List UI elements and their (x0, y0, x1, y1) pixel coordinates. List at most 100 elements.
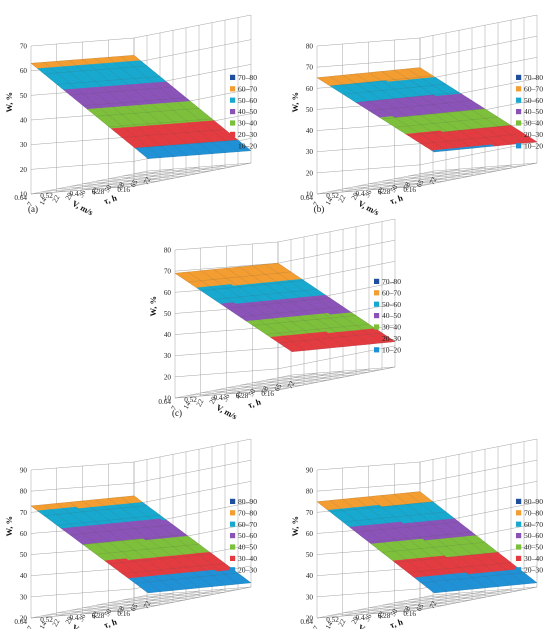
legend-label: 60–70 (524, 84, 543, 93)
v-tick-label: 0.64 (300, 194, 313, 202)
back-wall-grid-line (419, 162, 538, 187)
z-axis-label: W, % (4, 92, 14, 113)
floor-grid-line (82, 166, 200, 191)
legend-swatch (516, 86, 522, 92)
z-tick-label: 30 (20, 141, 28, 149)
legend-swatch (230, 97, 236, 103)
tau-tick-label: 65 (273, 382, 284, 392)
legend-label: 60–70 (238, 84, 257, 93)
tau-tick-label: 36 (363, 188, 374, 198)
legend-label: 10–20 (524, 141, 543, 150)
legend-label: 70–80 (238, 73, 257, 82)
legend-label: 40–50 (524, 107, 543, 116)
floor-grid-line (226, 370, 344, 395)
z-tick-label: 30 (164, 352, 172, 360)
z-tick-label: 70 (306, 64, 314, 72)
legend-label: 20–30 (382, 334, 401, 343)
z-tick-label: 60 (306, 85, 314, 93)
panel-label: (a) (28, 204, 38, 214)
v-tick-label: 0.64 (158, 398, 171, 406)
tau-tick-label: 72 (428, 176, 439, 186)
back-wall-grid-line (133, 162, 252, 187)
legend-label: 50–60 (524, 96, 543, 105)
legend-swatch (374, 313, 380, 319)
tau-tick-label: 72 (142, 176, 153, 186)
legend-swatch (374, 335, 380, 341)
tau-axis-label: τ, h (389, 193, 405, 207)
legend-label: 10–20 (382, 345, 401, 354)
z-tick-label: 40 (20, 117, 28, 125)
surface (30, 55, 252, 159)
back-wall-grid-line (133, 459, 252, 484)
surface (316, 67, 538, 153)
z-tick-label: 80 (306, 43, 314, 51)
z-tick-label: 50 (20, 92, 28, 100)
v-axis-label: V, m/s (215, 402, 240, 422)
floor-grid-line (200, 372, 318, 397)
z-tick-label: 60 (164, 289, 172, 297)
z-axis-label: W, % (148, 296, 158, 317)
tau-axis-label: τ, h (247, 397, 263, 411)
legend-label: 20–30 (238, 130, 257, 139)
z-tick-label: 40 (306, 127, 314, 135)
z-tick-label: 20 (306, 169, 314, 177)
legend-label: 40–50 (238, 107, 257, 116)
tau-tick-label: 65 (129, 178, 140, 188)
z-tick-label: 70 (164, 268, 172, 276)
tau-axis-label: τ, h (103, 193, 119, 207)
legend-swatch (230, 109, 236, 115)
legend-swatch (516, 120, 522, 126)
legend-swatch (230, 86, 236, 92)
z-tick-label: 30 (306, 148, 314, 156)
legend-swatch (230, 74, 236, 80)
legend-label: 70–80 (382, 277, 401, 286)
legend-swatch (516, 74, 522, 80)
tau-tick-label: 72 (286, 380, 297, 390)
back-wall-grid-line (277, 366, 396, 391)
tau-tick-label: 36 (221, 392, 232, 402)
floor-grid-line (56, 592, 174, 617)
legend-swatch (230, 143, 236, 149)
tau-tick-label: 50 (247, 387, 258, 397)
legend-swatch (374, 301, 380, 307)
legend-label: 50–60 (382, 300, 401, 309)
back-wall-grid-line (277, 239, 396, 264)
legend-swatch (516, 109, 522, 115)
z-tick-label: 70 (20, 43, 28, 51)
v-tick-label: 0.64 (14, 194, 27, 202)
tau-tick-label: 65 (415, 178, 426, 188)
z-tick-label: 40 (164, 331, 172, 339)
floor-grid-line (342, 168, 460, 193)
back-wall-grid-line (133, 14, 252, 39)
surface (174, 262, 396, 352)
floor-grid-line (56, 168, 174, 193)
legend-swatch (516, 143, 522, 149)
floor-grid-line (30, 170, 149, 195)
legend-label: 30–40 (524, 119, 543, 128)
legend-swatch (516, 131, 522, 137)
z-axis-label: W, % (290, 92, 300, 113)
z-tick-label: 20 (164, 373, 172, 381)
z-tick-label: 20 (20, 166, 28, 174)
legend-label: 10–20 (238, 141, 257, 150)
back-wall-grid-line (419, 35, 538, 60)
legend-label: 60–70 (382, 288, 401, 297)
legend-swatch (374, 347, 380, 353)
floor-grid-line (108, 164, 226, 189)
panel-label: (c) (172, 408, 182, 418)
legend-label: 50–60 (238, 96, 257, 105)
floor-grid-line (368, 166, 486, 191)
tau-tick-label: 50 (389, 183, 400, 193)
panel-label: (b) (314, 204, 325, 214)
back-wall-grid-line (133, 438, 252, 463)
legend-swatch (516, 97, 522, 103)
legend-swatch (230, 120, 236, 126)
z-tick-label: 50 (306, 106, 314, 114)
z-tick-label: 60 (20, 67, 28, 75)
legend-label: 20–30 (524, 130, 543, 139)
